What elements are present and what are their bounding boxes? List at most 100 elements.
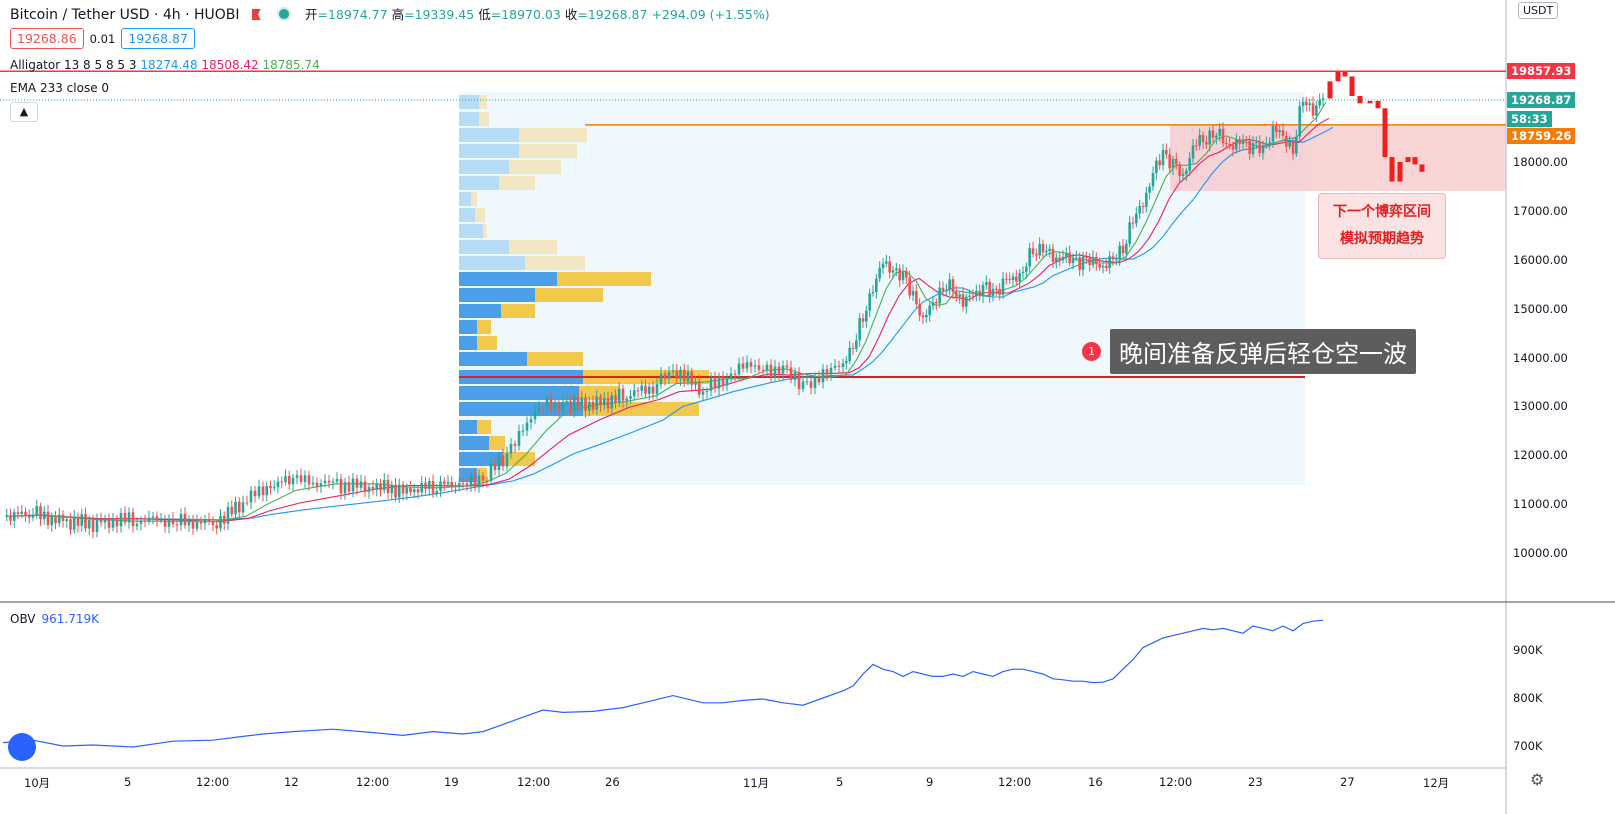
candle-body — [1308, 103, 1311, 106]
settings-gear-icon[interactable]: ⚙ — [1530, 770, 1545, 789]
alligator-legend[interactable]: Alligator 13 8 5 8 5 3 18274.48 18508.42… — [10, 58, 320, 72]
time-axis-label: 27 — [1340, 775, 1355, 789]
candle-body — [416, 489, 420, 493]
candle-body — [9, 515, 12, 521]
candle-body — [1301, 101, 1305, 107]
candle-body — [569, 400, 572, 411]
candle-body — [591, 402, 595, 410]
candle-body — [753, 365, 757, 367]
candle-body — [958, 294, 961, 297]
candle-body — [46, 511, 50, 526]
change-value: +294.09 (+1.55%) — [651, 7, 770, 22]
volume-profile-bar — [479, 95, 487, 109]
candle-body — [1175, 158, 1178, 165]
candle-body — [975, 290, 978, 297]
candle-body — [629, 396, 632, 399]
candle-body — [1135, 213, 1138, 224]
candle-body — [1245, 139, 1248, 141]
currency-button[interactable]: USDT — [1518, 2, 1559, 19]
volume-profile-bar — [501, 304, 535, 318]
candle-body — [155, 516, 159, 521]
candle-body — [606, 398, 610, 409]
candle-body — [765, 364, 769, 371]
candle-body — [785, 365, 789, 368]
price-tag-resistance: 19857.93 — [1507, 63, 1576, 79]
candle-body — [733, 373, 737, 375]
buy-button[interactable]: 19268.87 — [121, 28, 195, 49]
candle-body — [1131, 222, 1135, 224]
candle-body — [1121, 245, 1125, 254]
candle-body — [690, 371, 694, 385]
annotation-number[interactable]: 1 — [1082, 342, 1101, 361]
candle-body — [439, 481, 442, 491]
candle-body — [921, 315, 925, 318]
candle-body — [107, 518, 111, 528]
symbol-legend[interactable]: Bitcoin / Tether USD · 4h · HUOBI 开=1897… — [10, 4, 770, 23]
candle-body — [99, 519, 103, 523]
zone-label[interactable]: 下一个博弈区间 模拟预期趋势 — [1318, 193, 1446, 259]
volume-profile-bar — [459, 112, 479, 126]
sell-button[interactable]: 19268.86 — [10, 28, 84, 49]
candle-body — [397, 484, 401, 498]
candle-body — [1071, 258, 1075, 264]
candle-body — [1191, 145, 1195, 159]
candle-body — [1105, 265, 1108, 268]
volume-profile-bar — [519, 128, 587, 142]
candle-body — [131, 512, 135, 527]
candle-body — [307, 475, 311, 485]
candle-body — [1281, 130, 1285, 136]
candle-body — [1285, 135, 1288, 147]
symbol-title[interactable]: Bitcoin / Tether USD · 4h · HUOBI — [10, 7, 240, 23]
candle-body — [1085, 256, 1088, 258]
candle-body — [435, 490, 439, 494]
price-tag-orange: 18759.26 — [1507, 128, 1576, 144]
candle-body — [998, 288, 1001, 295]
candle-body — [234, 501, 237, 515]
candle-body — [424, 482, 427, 489]
flag-icon[interactable] — [251, 9, 261, 20]
candle-body — [1088, 257, 1091, 266]
candle-body — [291, 477, 295, 485]
volume-profile-bar — [483, 224, 487, 238]
candle-body — [1168, 154, 1171, 169]
candle-body — [697, 381, 701, 395]
candle-body — [971, 295, 975, 297]
projected-candle — [1397, 162, 1403, 182]
candle-body — [580, 397, 584, 407]
candle-body — [1278, 130, 1281, 133]
candle-body — [91, 519, 95, 532]
candle-body — [931, 302, 935, 306]
ema-legend[interactable]: EMA 233 close 0 — [10, 81, 110, 95]
candle-body — [237, 501, 241, 513]
candle-body — [789, 367, 793, 380]
candle-body — [135, 523, 139, 527]
candle-body — [705, 390, 709, 392]
candle-body — [901, 271, 905, 281]
candle-body — [72, 516, 76, 530]
candle-body — [1291, 142, 1295, 154]
candle-body — [394, 484, 397, 498]
candle-body — [885, 261, 888, 264]
candle-body — [640, 385, 644, 391]
volume-profile-bar — [525, 256, 585, 270]
candle-body — [667, 371, 671, 379]
collapse-legend-button[interactable]: ▲ — [10, 102, 38, 122]
obv-legend[interactable]: OBV 961.719K — [10, 612, 100, 626]
candle-body — [1005, 278, 1008, 280]
annotation-callout[interactable]: 晚间准备反弹后轻仓空一波 — [1110, 329, 1416, 374]
candle-body — [858, 318, 861, 341]
candle-body — [1208, 130, 1211, 145]
candle-body — [12, 512, 16, 521]
candle-body — [1078, 257, 1081, 270]
candle-body — [272, 487, 276, 489]
candle-body — [1315, 105, 1318, 116]
candle-body — [1111, 256, 1115, 260]
volume-profile-bar — [459, 176, 499, 190]
tradingview-logo-icon[interactable] — [8, 733, 36, 761]
time-axis-label: 16 — [1088, 775, 1103, 789]
volume-profile-bar — [459, 386, 579, 400]
candle-body — [473, 476, 477, 488]
candle-body — [446, 481, 450, 485]
candle-body — [1171, 158, 1175, 169]
